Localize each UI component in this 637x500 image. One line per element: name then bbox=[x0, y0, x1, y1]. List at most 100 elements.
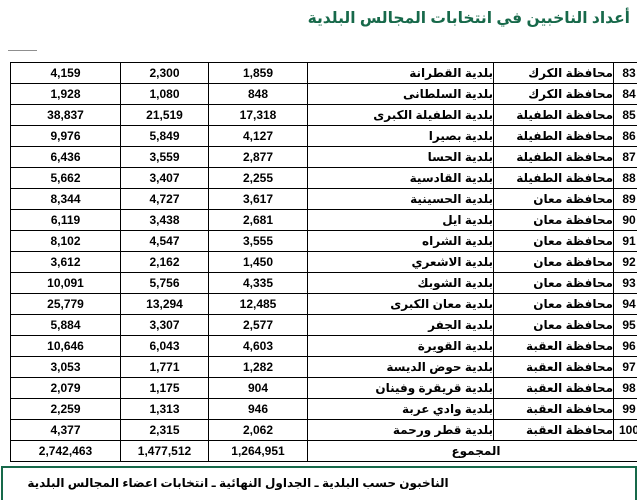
voters-col2-cell: 4,547 bbox=[120, 230, 209, 252]
voters-col2-cell: 3,307 bbox=[120, 314, 209, 336]
voters-total-cell: 10,091 bbox=[10, 272, 121, 294]
governorate-cell: محافظة العقبة bbox=[493, 377, 614, 399]
governorate-cell: محافظة الطفيلة bbox=[493, 104, 614, 126]
voters-col2-cell: 2,162 bbox=[120, 251, 209, 273]
voters-total-cell: 25,779 bbox=[10, 293, 121, 315]
table-row: 86 محافظة الطفيلة بلدية بصيرا 4,127 5,849 9,9… bbox=[10, 125, 637, 147]
voters-total-cell: 2,079 bbox=[10, 377, 121, 399]
voters-col2-cell: 1,313 bbox=[120, 398, 209, 420]
municipality-cell: بلدية قريقرة وفينان bbox=[307, 377, 494, 399]
governorate-cell: محافظة الكرك bbox=[493, 83, 614, 105]
row-number-cell: 97 bbox=[613, 356, 637, 378]
page-title: أعداد الناخبين في انتخابات المجالس البلد… bbox=[307, 10, 630, 27]
voters-col1-cell: 17,318 bbox=[208, 104, 308, 126]
row-number-cell: 89 bbox=[613, 188, 637, 210]
total-row: المجموع 1,264,951 1,477,512 2,742,463 bbox=[10, 440, 637, 462]
voters-col1-cell: 1,282 bbox=[208, 356, 308, 378]
voters-total-cell: 1,928 bbox=[10, 83, 121, 105]
governorate-cell: محافظة الكرك bbox=[493, 62, 614, 84]
voters-col2-cell: 3,559 bbox=[120, 146, 209, 168]
voters-col2-cell: 6,043 bbox=[120, 335, 209, 357]
voters-col2-cell: 21,519 bbox=[120, 104, 209, 126]
governorate-cell: محافظة معان bbox=[493, 272, 614, 294]
voters-col2-cell: 3,407 bbox=[120, 167, 209, 189]
row-number-cell: 100 bbox=[613, 419, 637, 441]
voters-total-cell: 6,436 bbox=[10, 146, 121, 168]
row-number-cell: 94 bbox=[613, 293, 637, 315]
voters-total-cell: 8,344 bbox=[10, 188, 121, 210]
voters-col1-cell: 946 bbox=[208, 398, 308, 420]
municipality-cell: بلدية قطر ورحمة bbox=[307, 419, 494, 441]
governorate-cell: محافظة معان bbox=[493, 230, 614, 252]
voters-total-cell: 8,102 bbox=[10, 230, 121, 252]
table-row: 95 محافظة معان بلدية الجفر 2,577 3,307 5,884 bbox=[10, 314, 637, 336]
voters-col2-cell: 2,300 bbox=[120, 62, 209, 84]
municipality-cell: بلدية وادي عربة bbox=[307, 398, 494, 420]
municipality-cell: بلدية القطرانة bbox=[307, 62, 494, 84]
voters-col2-cell: 2,315 bbox=[120, 419, 209, 441]
voters-col1-cell: 12,485 bbox=[208, 293, 308, 315]
voters-col1-cell: 2,877 bbox=[208, 146, 308, 168]
voters-col1-cell: 2,577 bbox=[208, 314, 308, 336]
municipality-cell: بلدية الحسينية bbox=[307, 188, 494, 210]
table-row: 97 محافظة العقبة بلدية حوض الديسة 1,282 1,77… bbox=[10, 356, 637, 378]
voters-col1-cell: 4,127 bbox=[208, 125, 308, 147]
total-sum-cell: 2,742,463 bbox=[10, 440, 121, 462]
governorate-cell: محافظة العقبة bbox=[493, 398, 614, 420]
municipality-cell: بلدية الجفر bbox=[307, 314, 494, 336]
voters-total-cell: 2,259 bbox=[10, 398, 121, 420]
table-row: 94 محافظة معان بلدية معان الكبرى 12,485 13,2… bbox=[10, 293, 637, 315]
governorate-cell: محافظة الطفيلة bbox=[493, 146, 614, 168]
voters-col1-cell: 848 bbox=[208, 83, 308, 105]
municipality-cell: بلدية الاشعري bbox=[307, 251, 494, 273]
footer-box: الناخبون حسب البلدية ـ الجداول النهائية … bbox=[1, 466, 637, 500]
municipality-cell: بلدية معان الكبرى bbox=[307, 293, 494, 315]
voters-col2-cell: 1,771 bbox=[120, 356, 209, 378]
municipality-cell: بلدية بصيرا bbox=[307, 125, 494, 147]
voters-total-cell: 3,612 bbox=[10, 251, 121, 273]
voters-col1-cell: 2,255 bbox=[208, 167, 308, 189]
municipality-cell: بلدية القويرة bbox=[307, 335, 494, 357]
governorate-cell: محافظة معان bbox=[493, 209, 614, 231]
voters-col1-cell: 2,681 bbox=[208, 209, 308, 231]
table-row: 88 محافظة الطفيلة بلدية القادسية 2,255 3,407… bbox=[10, 167, 637, 189]
row-number-cell: 96 bbox=[613, 335, 637, 357]
voters-col2-cell: 4,727 bbox=[120, 188, 209, 210]
total-col2-cell: 1,477,512 bbox=[120, 440, 209, 462]
row-number-cell: 90 bbox=[613, 209, 637, 231]
governorate-cell: محافظة معان bbox=[493, 251, 614, 273]
governorate-cell: محافظة معان bbox=[493, 188, 614, 210]
voters-total-cell: 5,884 bbox=[10, 314, 121, 336]
row-number-cell: 88 bbox=[613, 167, 637, 189]
voters-total-cell: 9,976 bbox=[10, 125, 121, 147]
row-number-cell: 95 bbox=[613, 314, 637, 336]
row-number-cell: 98 bbox=[613, 377, 637, 399]
voters-total-cell: 10,646 bbox=[10, 335, 121, 357]
table-row: 84 محافظة الكرك بلدية السلطانى 848 1,080 1,92… bbox=[10, 83, 637, 105]
voters-col1-cell: 4,335 bbox=[208, 272, 308, 294]
municipality-cell: بلدية الشوبك bbox=[307, 272, 494, 294]
row-number-cell: 85 bbox=[613, 104, 637, 126]
voters-col1-cell: 904 bbox=[208, 377, 308, 399]
voters-col2-cell: 1,175 bbox=[120, 377, 209, 399]
table-row: 96 محافظة العقبة بلدية القويرة 4,603 6,043 10… bbox=[10, 335, 637, 357]
table-row: 92 محافظة معان بلدية الاشعري 1,450 2,162 3,61… bbox=[10, 251, 637, 273]
total-col1-cell: 1,264,951 bbox=[208, 440, 308, 462]
table-row: 99 محافظة العقبة بلدية وادي عربة 946 1,313 2,… bbox=[10, 398, 637, 420]
voters-col2-cell: 3,438 bbox=[120, 209, 209, 231]
table-row: 85 محافظة الطفيلة بلدية الطفيلة الكبرى 17,3… bbox=[10, 104, 637, 126]
row-number-cell: 84 bbox=[613, 83, 637, 105]
governorate-cell: محافظة معان bbox=[493, 293, 614, 315]
table-row: 87 محافظة الطفيلة بلدية الحسا 2,877 3,559 6,4… bbox=[10, 146, 637, 168]
footer-caption: الناخبون حسب البلدية ـ الجداول النهائية … bbox=[27, 476, 449, 490]
table-row: 89 محافظة معان بلدية الحسينية 3,617 4,727 8,3… bbox=[10, 188, 637, 210]
municipality-cell: بلدية الحسا bbox=[307, 146, 494, 168]
voters-total-cell: 3,053 bbox=[10, 356, 121, 378]
table-row: 90 محافظة معان بلدية ايل 2,681 3,438 6,119 bbox=[10, 209, 637, 231]
voters-col2-cell: 5,849 bbox=[120, 125, 209, 147]
voters-col1-cell: 3,617 bbox=[208, 188, 308, 210]
table-body: 83 محافظة الكرك بلدية القطرانة 1,859 2,300 4,… bbox=[10, 62, 637, 441]
voters-col1-cell: 1,859 bbox=[208, 62, 308, 84]
